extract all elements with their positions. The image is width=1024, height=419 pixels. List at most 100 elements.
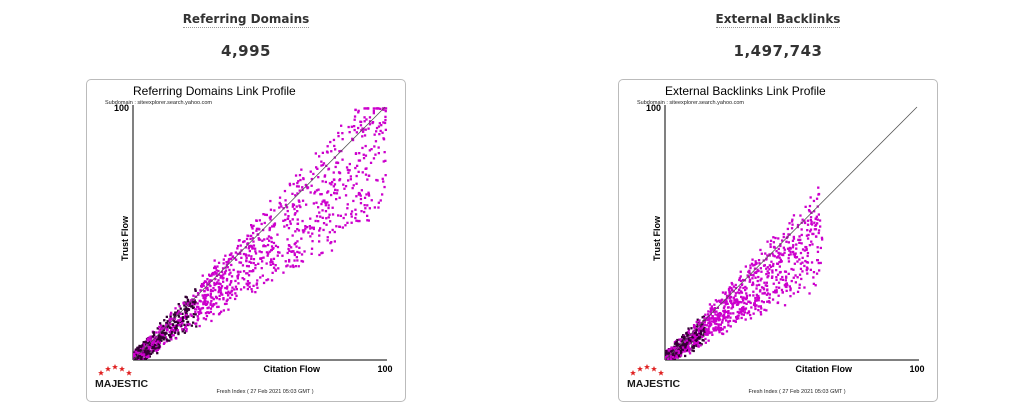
scatter-point (759, 305, 762, 308)
scatter-point (699, 331, 703, 334)
scatter-point (695, 333, 699, 336)
scatter-point (303, 229, 306, 232)
scatter-point (741, 278, 745, 282)
scatter-point (252, 269, 255, 272)
scatter-point (354, 216, 357, 220)
scatter-point (137, 346, 140, 349)
scatter-point (268, 216, 271, 219)
scatter-point (230, 280, 233, 283)
scatter-point (815, 197, 819, 200)
scatter-point (765, 273, 768, 276)
scatter-point (133, 351, 136, 354)
scatter-point (157, 337, 160, 341)
scatter-point (688, 337, 691, 340)
scatter-point (739, 279, 743, 283)
scatter-point (254, 267, 257, 270)
scatter-point (158, 344, 161, 347)
scatter-point (341, 226, 344, 229)
scatter-point (373, 133, 376, 136)
scatter-point (819, 261, 822, 265)
scatter-point (809, 228, 813, 231)
scatter-point (769, 243, 772, 246)
scatter-point (792, 214, 796, 217)
scatter-point (214, 288, 217, 292)
scatter-point (740, 316, 743, 320)
scatter-point (209, 303, 212, 306)
scatter-point (760, 270, 763, 273)
majestic-logo: MAJESTIC (627, 364, 681, 390)
scatter-point (722, 315, 725, 318)
scatter-point (716, 326, 720, 330)
scatter-point (375, 126, 379, 130)
scatter-point (798, 283, 801, 286)
scatter-point (270, 237, 273, 240)
scatter-point (327, 190, 330, 193)
scatter-point (300, 237, 303, 240)
scatter-point (739, 286, 742, 289)
scatter-point (735, 299, 739, 303)
scatter-point (272, 225, 276, 228)
scatter-point (148, 355, 151, 358)
scatter-point (683, 347, 687, 350)
scatter-point (272, 241, 276, 245)
scatter-point (296, 228, 299, 231)
scatter-point (803, 286, 806, 289)
scatter-point (710, 305, 713, 308)
scatter-point (249, 237, 252, 241)
scatter-point (192, 294, 195, 297)
scatter-point (771, 264, 775, 268)
scatter-point (749, 317, 753, 320)
scatter-point (310, 247, 314, 250)
scatter-point (764, 284, 767, 287)
scatter-point (723, 317, 726, 320)
scatter-point (734, 283, 737, 287)
scatter-point (334, 188, 337, 191)
scatter-point (785, 282, 788, 285)
scatter-point (363, 204, 366, 207)
scatter-point (320, 252, 323, 255)
scatter-point (791, 223, 794, 226)
scatter-point (812, 271, 816, 274)
scatter-point (783, 248, 786, 251)
scatter-point (670, 347, 673, 350)
scatter-point (771, 269, 774, 272)
scatter-point (177, 315, 181, 318)
scatter-point (741, 283, 744, 286)
scatter-point (252, 231, 255, 235)
scatter-point (710, 309, 713, 312)
scatter-point (234, 292, 237, 295)
scatter-point (139, 346, 142, 350)
external-backlinks-title[interactable]: External Backlinks (715, 12, 841, 28)
scatter-point (368, 116, 372, 119)
scatter-point (372, 112, 375, 115)
scatter-point (806, 229, 809, 232)
scatter-point (218, 298, 221, 301)
scatter-point (795, 243, 798, 246)
scatter-point (306, 226, 309, 229)
scatter-point (746, 274, 749, 277)
scatter-point (198, 312, 201, 316)
scatter-point (735, 316, 738, 319)
scatter-point (753, 302, 756, 305)
scatter-point (165, 326, 169, 329)
scatter-point (293, 253, 296, 257)
scatter-point (160, 327, 163, 331)
scatter-point (189, 313, 192, 316)
scatter-point (757, 294, 760, 298)
scatter-point (772, 241, 775, 244)
logo-text: MAJESTIC (627, 378, 681, 390)
scatter-point (266, 243, 270, 247)
scatter-point (225, 279, 229, 282)
scatter-point (333, 183, 337, 186)
scatter-point (329, 220, 332, 223)
scatter-point (704, 313, 707, 316)
scatter-point (675, 344, 678, 347)
scatter-point (374, 140, 378, 143)
scatter-point (718, 300, 722, 304)
referring-domains-title[interactable]: Referring Domains (182, 12, 310, 28)
scatter-point (794, 274, 797, 277)
scatter-point (225, 299, 228, 302)
scatter-point (210, 274, 213, 277)
scatter-point (705, 332, 708, 335)
scatter-point (793, 262, 796, 265)
